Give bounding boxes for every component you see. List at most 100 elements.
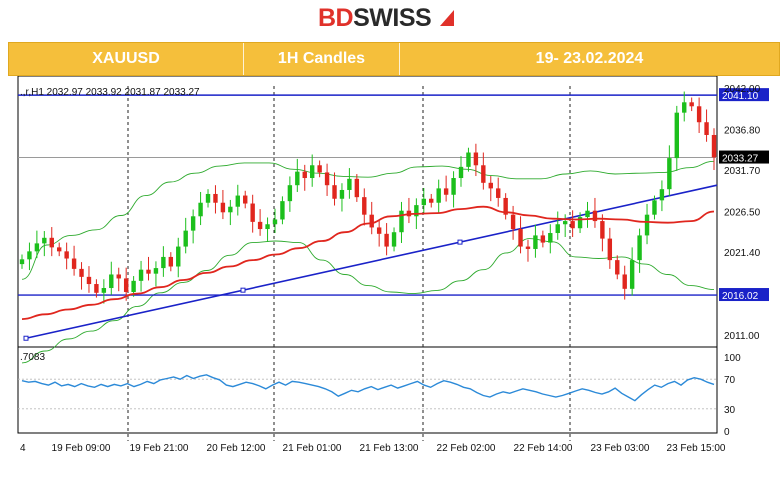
candle-body: [496, 188, 501, 198]
candle-body: [332, 185, 337, 199]
candle-body: [667, 158, 672, 190]
symbol-label: XAUUSD: [92, 50, 160, 67]
candle-body: [34, 243, 40, 252]
x-tick-label: 19 Feb 09:00: [52, 443, 111, 454]
y-tick-label: 2021.40: [724, 248, 761, 259]
candle-body: [696, 106, 702, 123]
moving-average-line: [21, 205, 715, 320]
candle-body: [94, 284, 99, 293]
candle-body: [257, 221, 263, 230]
candle-body: [64, 251, 69, 259]
candle-body: [57, 247, 62, 252]
candle-body: [414, 205, 419, 217]
x-tick-label: 19 Feb 21:00: [130, 443, 189, 454]
candle-body: [109, 274, 114, 289]
x-tick-label: 22 Feb 14:00: [514, 443, 573, 454]
candle-body: [376, 227, 382, 234]
candle-body: [116, 274, 121, 279]
x-tick-label: 21 Feb 13:00: [360, 443, 419, 454]
candle-body: [555, 224, 560, 234]
brand-mark-icon: [440, 10, 454, 26]
x-tick-label: 20 Feb 12:00: [207, 443, 266, 454]
lower-band-line: [21, 238, 715, 364]
candle-body: [585, 210, 590, 218]
candle-body: [533, 235, 538, 249]
candle-body: [704, 122, 709, 135]
candle-body: [540, 235, 546, 243]
candle-body: [138, 269, 144, 281]
candle-body: [213, 193, 218, 203]
candle-body: [168, 256, 174, 267]
candle-body: [570, 221, 575, 229]
candle-body: [510, 214, 516, 230]
candle-body: [518, 229, 523, 247]
trendline-anchor: [457, 239, 463, 245]
price-chart: 2041.10 2016.02 2033.27 0 30 70 100 4 19 Feb 0…: [8, 75, 780, 485]
candle-body: [488, 182, 493, 189]
rsi-y-tick-label: 100: [724, 353, 741, 364]
y-tick-label: 2042.00: [724, 84, 761, 95]
rsi-y-tick-label: 70: [724, 375, 736, 386]
y-tick-label: 2031.70: [724, 166, 761, 177]
rsi-value-label: .7083: [20, 352, 45, 363]
trendline-anchor: [240, 287, 246, 293]
candle-body: [101, 288, 107, 293]
candle-body: [250, 203, 255, 222]
candle-body: [577, 217, 583, 229]
x-tick-label: 21 Feb 01:00: [283, 443, 342, 454]
candle-body: [27, 251, 32, 260]
candle-body: [429, 198, 434, 203]
candle-body: [220, 202, 226, 213]
candle-body: [265, 224, 270, 230]
candle-body: [287, 185, 293, 202]
candle-body: [324, 172, 330, 186]
level-price-box: [719, 88, 769, 102]
candle-body: [503, 197, 508, 215]
candle-body: [674, 112, 679, 159]
candle-body: [548, 233, 553, 243]
x-tick-label: 4: [20, 443, 26, 454]
candle-body: [629, 260, 635, 289]
candle-body: [369, 214, 374, 228]
rsi-panel-frame: [17, 346, 718, 434]
level-price-box: [719, 288, 769, 302]
candle-body: [272, 219, 278, 225]
upper-band-line: [21, 160, 715, 280]
rsi-line: [21, 374, 715, 402]
candle-body: [443, 188, 449, 195]
candle-body: [243, 195, 248, 204]
candle-body: [295, 171, 300, 186]
candle-body: [354, 178, 360, 198]
candle-body: [622, 274, 627, 289]
trendline-anchor: [23, 335, 29, 341]
candle-body: [466, 152, 471, 167]
candle-body: [659, 189, 665, 201]
candle-body: [71, 258, 77, 269]
header-divider: [243, 43, 244, 75]
candle-body: [49, 237, 54, 248]
rsi-y-tick-label: 30: [724, 405, 736, 416]
candle-body: [607, 238, 613, 261]
candle-body: [451, 178, 456, 195]
candle-body: [473, 152, 479, 166]
x-tick-label: 23 Feb 03:00: [591, 443, 650, 454]
candle-body: [689, 102, 694, 107]
candle-body: [384, 233, 389, 247]
candle-body: [228, 206, 233, 213]
candle-body: [525, 246, 531, 249]
candle-body: [362, 197, 367, 215]
candle-body: [399, 210, 404, 233]
candle-body: [153, 268, 159, 274]
y-tick-label: 2011.00: [724, 331, 760, 342]
candle-body: [235, 195, 240, 207]
candle-body: [682, 102, 687, 113]
candle-body: [309, 165, 315, 179]
candle-body: [391, 232, 397, 247]
candle-body: [123, 278, 129, 293]
timeframe-label: 1H Candles: [277, 50, 366, 67]
candle-body: [86, 276, 92, 285]
candle-body: [339, 189, 345, 199]
candle-body: [458, 166, 464, 179]
rsi-y-tick-label: 0: [724, 427, 730, 438]
candle-body: [600, 221, 605, 239]
